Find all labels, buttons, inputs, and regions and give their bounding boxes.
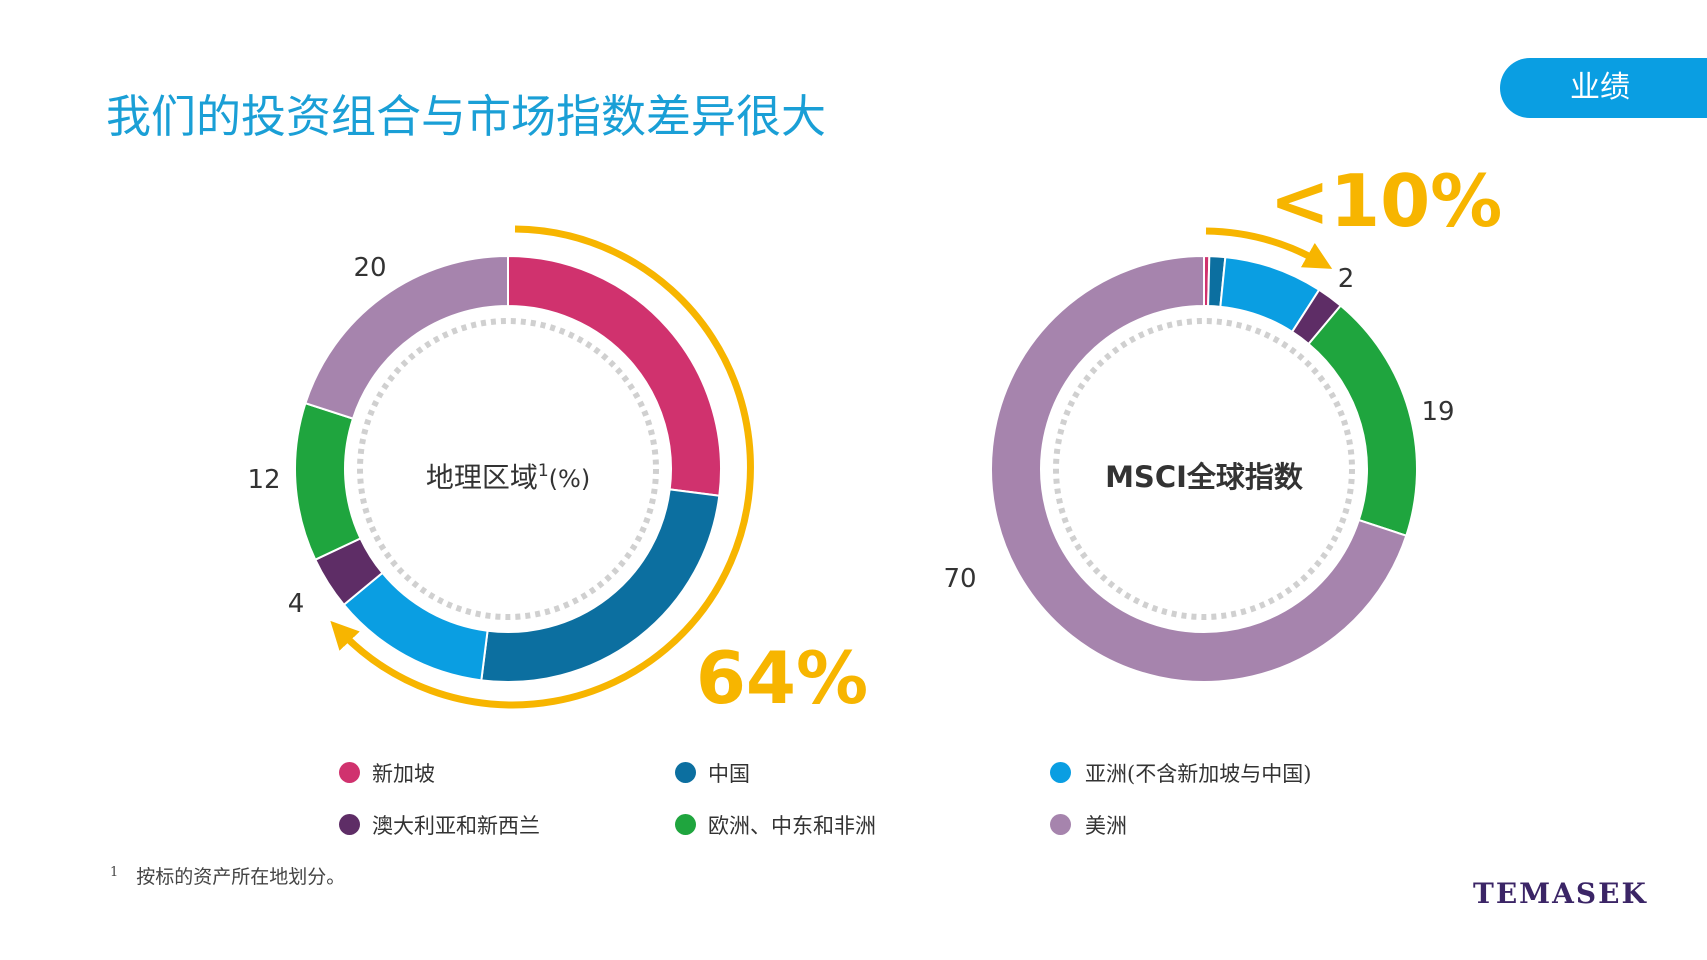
msci-label-70: 70 (943, 564, 976, 594)
legend-dot-anz (339, 814, 360, 835)
geo-label-12: 12 (247, 465, 280, 495)
legend-dot-asia (1050, 762, 1071, 783)
geo-slices (294, 254, 722, 683)
legend-item-asia: 亚洲(不含新加坡与中国) (1085, 762, 1312, 786)
msci-label-2: 2 (1338, 264, 1355, 294)
legend-dot-emea (675, 814, 696, 835)
msci-label-19: 19 (1421, 397, 1454, 427)
temasek-logo: TEMASEK (1473, 877, 1648, 910)
msci-highlight-value: <10% (1270, 159, 1503, 243)
legend-dot-china (675, 762, 696, 783)
geo-slice-0 (507, 254, 722, 497)
geo-inner-dotted-ring (357, 318, 659, 620)
msci-slice-4 (1307, 304, 1418, 537)
msci-highlight-arrow (1205, 227, 1333, 269)
msci-inner-dotted-ring (1053, 318, 1355, 620)
geo-center-text: 地理区域 (426, 461, 538, 494)
legend-item-singapore: 新加坡 (372, 762, 435, 786)
geo-center-sup: 1 (538, 461, 549, 481)
geo-label-20: 20 (353, 253, 386, 283)
geo-slice-4 (294, 401, 362, 562)
geo-slice-2 (342, 571, 489, 682)
geo-center-unit: (%) (549, 465, 591, 493)
geo-label-4: 4 (288, 589, 305, 619)
legend-item-china: 中国 (708, 762, 750, 786)
footnote-text: 按标的资产所在地划分。 (136, 866, 346, 888)
legend-item-anz: 澳大利亚和新西兰 (372, 814, 540, 838)
msci-slices (990, 254, 1418, 683)
msci-chart: MSCI全球指数 2 19 70 <10% (943, 159, 1503, 683)
geo-center-label: 地理区域1(%) (426, 461, 590, 494)
footnote: 1 按标的资产所在地划分。 (110, 862, 345, 889)
geo-highlight-value: 64% (696, 636, 868, 720)
msci-slice-5 (990, 254, 1408, 683)
legend-item-emea: 欧洲、中东和非洲 (708, 814, 876, 838)
legend-item-americas: 美洲 (1085, 814, 1127, 838)
geo-chart: 地理区域1(%) 20 12 4 64% (247, 225, 868, 720)
footnote-mark: 1 (110, 864, 119, 880)
geo-highlight-arrow (330, 225, 754, 709)
legend-dot-americas (1050, 814, 1071, 835)
geo-slice-5 (304, 254, 509, 420)
section-tag: 业绩 (1500, 58, 1707, 118)
legend-dot-singapore (339, 762, 360, 783)
page-title: 我们的投资组合与市场指数差异很大 (106, 90, 827, 143)
msci-center-label: MSCI全球指数 (1105, 460, 1304, 494)
